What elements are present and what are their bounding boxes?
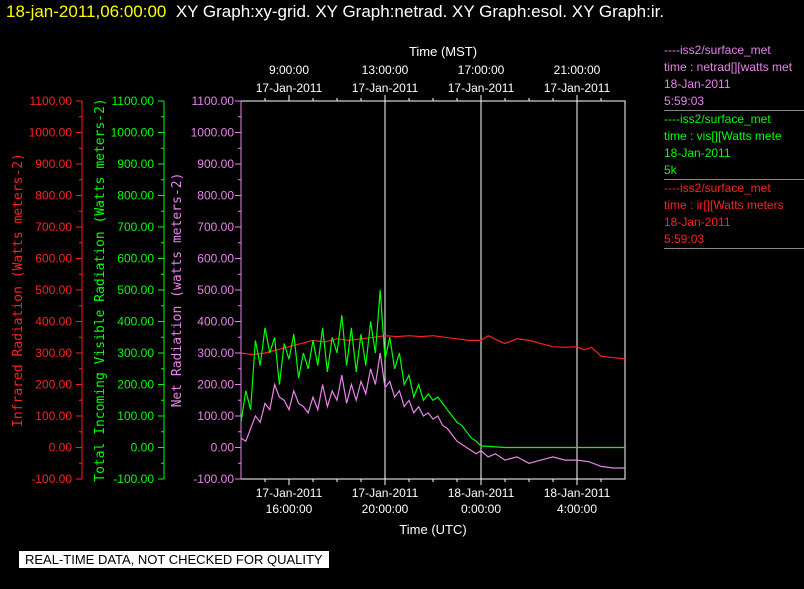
chart-title: 18-jan-2011,06:00:00 XY Graph:xy-grid. X… <box>6 2 664 22</box>
y-tick-label: 900.00 <box>117 157 154 171</box>
y-tick-label: 1100.00 <box>30 94 73 108</box>
legend-var: time : vis[][Watts mete <box>664 129 782 143</box>
y-tick-label: 800.00 <box>35 189 72 203</box>
x-tick-label-top-date: 17-Jan-2011 <box>352 81 419 95</box>
y-tick-label: 1000.00 <box>111 126 155 140</box>
x-tick-label-bottom-time: 16:00:00 <box>266 502 313 516</box>
y-tick-label: 300.00 <box>117 346 154 360</box>
x-axis-title-bottom: Time (UTC) <box>399 522 466 537</box>
x-tick-label-top-time: 13:00:00 <box>362 63 409 77</box>
y-tick-label: 0.00 <box>49 441 73 455</box>
y-tick-label: 200.00 <box>197 378 234 392</box>
legend-source: ----iss2/surface_met <box>664 181 771 195</box>
y-tick-label: 300.00 <box>197 346 234 360</box>
y-tick-label: 900.00 <box>35 157 72 171</box>
x-axis-title-top: Time (MST) <box>409 44 477 59</box>
x-tick-label-bottom-time: 0:00:00 <box>461 502 501 516</box>
legend-source: ----iss2/surface_met <box>664 43 771 57</box>
y-tick-label: 1100.00 <box>112 94 155 108</box>
x-tick-label-top-time: 21:00:00 <box>554 63 601 77</box>
quality-disclaimer: REAL-TIME DATA, NOT CHECKED FOR QUALITY <box>19 551 329 568</box>
x-tick-label-top-time: 17:00:00 <box>458 63 505 77</box>
y-tick-label: 1100.00 <box>192 94 235 108</box>
x-tick-label-top-date: 17-Jan-2011 <box>544 81 611 95</box>
y-tick-label: 600.00 <box>35 252 72 266</box>
y-tick-label: 100.00 <box>117 409 154 423</box>
legend-source: ----iss2/surface_met <box>664 112 771 126</box>
x-tick-label-bottom-date: 17-Jan-2011 <box>352 486 419 500</box>
x-tick-label-bottom-time: 20:00:00 <box>362 502 409 516</box>
y-tick-label: 400.00 <box>117 315 154 329</box>
legend-var: time : netrad[][watts met <box>664 60 793 74</box>
y-tick-label: 600.00 <box>197 252 234 266</box>
y-tick-label: 1000.00 <box>191 126 235 140</box>
y-tick-label: 200.00 <box>117 378 154 392</box>
y-tick-label: -100.00 <box>31 472 72 486</box>
y-tick-label: 900.00 <box>197 157 234 171</box>
y-axis-title: Net Radiation (watts meters-2) <box>170 173 185 408</box>
series-line-netrad <box>240 352 625 469</box>
y-tick-label: 400.00 <box>35 315 72 329</box>
timestamp: 18-jan-2011,06:00:00 <box>6 2 167 21</box>
legend-var: time : ir[][Watts meters <box>664 198 784 212</box>
legend-date: 18-Jan-2011 <box>664 77 731 91</box>
y-tick-label: -100.00 <box>113 472 154 486</box>
y-tick-label: 100.00 <box>197 409 234 423</box>
y-tick-label: 100.00 <box>35 409 72 423</box>
legend-date: 18-Jan-2011 <box>664 146 731 160</box>
y-tick-label: 800.00 <box>197 189 234 203</box>
x-tick-label-bottom-date: 18-Jan-2011 <box>544 486 611 500</box>
x-tick-label-bottom-time: 4:00:00 <box>557 502 597 516</box>
y-tick-label: 500.00 <box>197 283 234 297</box>
y-tick-label: 700.00 <box>35 220 72 234</box>
y-tick-label: 0.00 <box>211 441 235 455</box>
legend-time: 5k <box>664 163 677 177</box>
y-tick-label: 500.00 <box>117 283 154 297</box>
y-axis-title: Total Incoming Visible Radiation (Watts … <box>93 98 108 482</box>
y-tick-label: 500.00 <box>35 283 72 297</box>
y-axis-title: Infrared Radiation (Watts meters-2) <box>11 153 26 427</box>
plot-frame <box>240 100 626 480</box>
y-tick-label: 400.00 <box>197 315 234 329</box>
x-tick-label-top-time: 9:00:00 <box>269 63 309 77</box>
y-tick-label: 600.00 <box>117 252 154 266</box>
x-tick-label-bottom-date: 18-Jan-2011 <box>448 486 515 500</box>
legend-time: 5:59:03 <box>664 232 705 246</box>
series-line-ir <box>240 335 626 360</box>
x-tick-label-top-date: 17-Jan-2011 <box>448 81 515 95</box>
y-tick-label: 200.00 <box>35 378 72 392</box>
y-tick-label: 700.00 <box>117 220 154 234</box>
y-tick-label: 800.00 <box>117 189 154 203</box>
y-tick-label: 700.00 <box>197 220 234 234</box>
x-tick-label-top-date: 17-Jan-2011 <box>256 81 323 95</box>
graph-list: XY Graph:xy-grid. XY Graph:netrad. XY Gr… <box>175 2 665 21</box>
legend-time: 5:59:03 <box>664 94 705 108</box>
legend-date: 18-Jan-2011 <box>664 215 731 229</box>
y-tick-label: 0.00 <box>131 441 155 455</box>
x-tick-label-bottom-date: 17-Jan-2011 <box>256 486 323 500</box>
y-tick-label: 1000.00 <box>29 126 73 140</box>
y-tick-label: -100.00 <box>193 472 234 486</box>
series-line-vis <box>240 289 625 449</box>
y-tick-label: 300.00 <box>35 346 72 360</box>
